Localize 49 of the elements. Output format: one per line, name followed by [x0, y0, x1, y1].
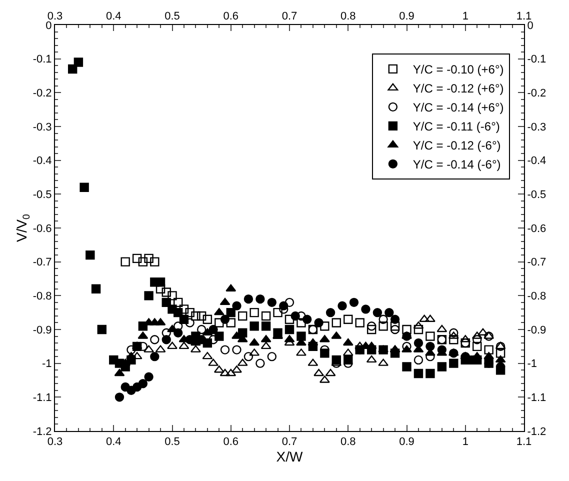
- x-tick-label: 0.8: [340, 10, 356, 23]
- legend-label: Y/C = -0.12 (+6°): [412, 82, 504, 96]
- legend-label: Y/C = -0.11 (-6°): [412, 120, 500, 134]
- x-tick-label: 0.4: [106, 10, 122, 23]
- x2-tick-label: 1: [462, 436, 468, 448]
- y-tick-label: -1.1: [32, 392, 52, 404]
- y-tick-label: -1.2: [32, 426, 52, 438]
- x-tick-label: 0.5: [164, 10, 180, 23]
- y2-tick-label: -0.9: [527, 324, 546, 336]
- x2-tick-label: 0.7: [282, 436, 298, 448]
- y2-tick-label: -0.2: [527, 88, 546, 100]
- legend-label: Y/C = -0.10 (+6°): [412, 62, 504, 77]
- x2-tick-label: 0.4: [106, 436, 122, 448]
- y-tick-label: -0.2: [32, 88, 52, 100]
- legend-label: Y/C = -0.14 (+6°): [412, 100, 504, 115]
- y-tick-label: -1: [42, 358, 52, 370]
- y-tick-label: -0.8: [32, 290, 52, 303]
- y-tick-label: 0: [46, 20, 52, 32]
- y-tick-label: -0.3: [32, 121, 52, 134]
- y2-tick-label: -0.7: [527, 256, 546, 269]
- y2-tick-label: -0.5: [527, 189, 546, 202]
- x2-tick-label: 0.8: [340, 436, 356, 448]
- x-axis-title: X/W: [276, 448, 304, 464]
- y-tick-label: -0.9: [32, 324, 52, 336]
- y2-tick-label: -0.1: [527, 54, 546, 66]
- y2-tick-label: -1.2: [527, 426, 546, 438]
- x2-tick-label: 1.1: [516, 436, 532, 448]
- x2-tick-label: 0.6: [223, 436, 239, 448]
- y2-tick-label: -0.3: [527, 121, 546, 134]
- y-tick-label: -0.1: [32, 54, 52, 66]
- x2-tick-label: 0.5: [164, 436, 180, 448]
- y2-tick-label: -0.8: [527, 290, 546, 303]
- y-tick-label: -0.6: [32, 222, 52, 235]
- y-tick-label: -0.4: [32, 155, 52, 168]
- y2-tick-label: -0.6: [527, 222, 546, 235]
- y-tick-label: -0.7: [32, 256, 52, 269]
- legend-label: Y/C = -0.14 (-6°): [412, 158, 501, 172]
- x-tick-label: 1: [462, 10, 468, 23]
- x2-tick-label: 0.3: [47, 436, 63, 448]
- legend-label: Y/C = -0.12 (-6°): [412, 138, 501, 153]
- x-tick-label: 0.9: [399, 10, 414, 23]
- x-tick-label: 0.7: [282, 10, 298, 23]
- x2-tick-label: 0.9: [399, 436, 414, 448]
- x-tick-label: 0.6: [223, 10, 239, 23]
- y2-tick-label: -1.1: [527, 392, 546, 404]
- y2-tick-label: -0.4: [527, 155, 546, 168]
- y2-tick-label: 0: [527, 20, 534, 32]
- y2-tick-label: -1: [527, 358, 537, 370]
- y-tick-label: -0.5: [32, 189, 52, 202]
